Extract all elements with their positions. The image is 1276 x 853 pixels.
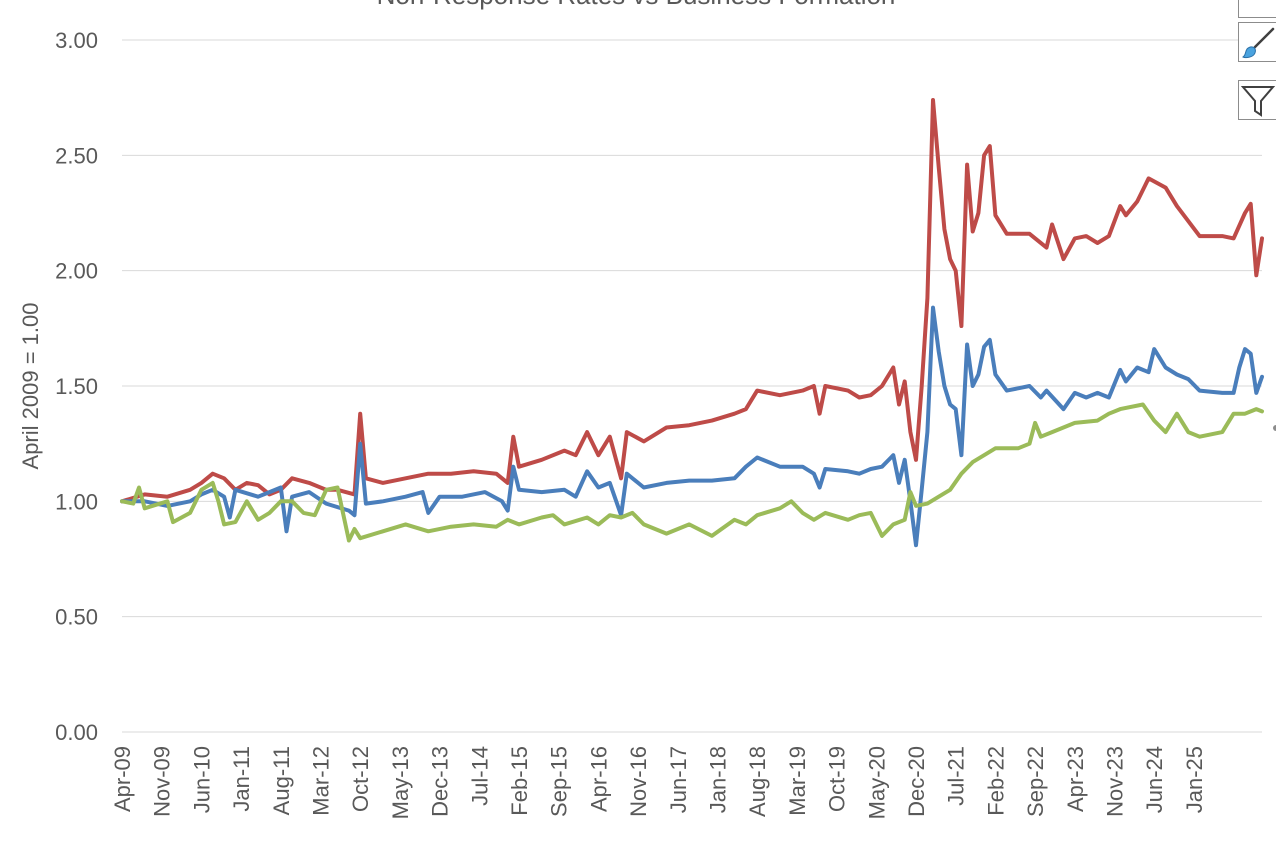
x-tick-label: Sep-22 [1023,746,1048,817]
x-tick-label: Feb-22 [983,746,1008,816]
y-tick-label: 0.50 [55,605,98,630]
selection-handle[interactable] [1273,425,1276,431]
y-tick-label: 3.00 [55,28,98,53]
chart-styles-button[interactable] [1238,22,1276,62]
x-tick-label: Mar-19 [785,746,810,816]
x-tick-label: Apr-23 [1063,746,1088,812]
y-tick-label: 2.50 [55,143,98,168]
x-tick-label: Aug-11 [269,746,294,815]
x-tick-label: Jun-17 [666,746,691,813]
x-axis-ticks: Apr-09 Nov-09 Jun-10 Jan-11 Aug-11 Mar-12 Oct-… [110,746,1207,819]
paintbrush-icon [1242,27,1275,58]
gridlines [122,39,1262,733]
series-lines [120,98,1264,548]
x-tick-label: Nov-09 [150,746,175,817]
x-tick-label: Dec-13 [428,746,453,817]
x-tick-label: Mar-12 [309,746,334,816]
chart-title: Non-Response Rates vs Business Formation [377,0,896,10]
x-tick-label: Jun-10 [189,746,214,813]
x-tick-label: Nov-23 [1103,746,1128,817]
x-tick-label: Oct-12 [348,746,373,812]
x-tick-label: Dec-20 [904,746,929,817]
chart-elements-icon [1239,0,1276,17]
x-tick-label: Jan-18 [706,746,731,813]
chart-filters-button[interactable] [1238,80,1276,120]
y-tick-label: 1.50 [55,374,98,399]
x-tick-label: Jan-11 [229,746,254,812]
chart-elements-button[interactable] [1238,0,1276,18]
x-tick-label: Oct-19 [825,746,850,812]
x-tick-label: Jul-14 [467,746,492,806]
x-tick-label: Apr-16 [586,746,611,812]
x-tick-label: Jun-24 [1142,746,1167,813]
x-tick-label: May-20 [864,746,889,819]
y-axis-label: April 2009 = 1.00 [18,303,43,470]
x-tick-label: Sep-15 [547,746,572,817]
y-tick-label: 1.00 [55,489,98,514]
x-tick-label: Jul-21 [944,746,969,806]
x-tick-label: Apr-09 [110,746,135,812]
series-line-3 [120,402,1264,543]
y-tick-label: 0.00 [55,720,98,745]
x-tick-label: Nov-16 [626,746,651,817]
y-tick-label: 2.00 [55,259,98,284]
series-line-2 [120,305,1264,548]
x-tick-label: Jan-25 [1182,746,1207,813]
x-tick-label: Feb-15 [507,746,532,816]
series-line-1 [120,98,1264,504]
y-axis-ticks: 0.00 0.50 1.00 1.50 2.00 2.50 3.00 [55,28,98,745]
x-tick-label: Aug-18 [745,746,770,817]
x-tick-label: May-13 [388,746,413,819]
funnel-icon [1240,86,1276,117]
